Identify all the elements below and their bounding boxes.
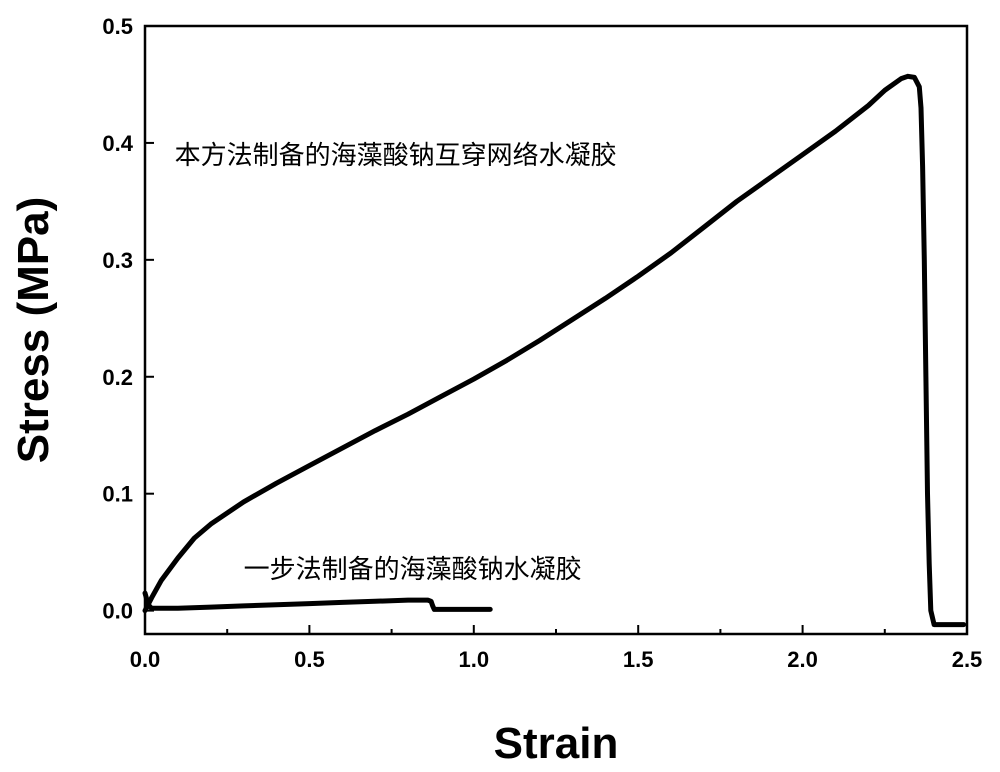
y-tick-label: 0.1: [102, 482, 133, 507]
y-tick-label: 0.3: [102, 248, 133, 273]
series-line-2: [142, 590, 493, 612]
y-tick-label: 0.2: [102, 365, 133, 390]
annotation-label-2: 一步法制备的海藻酸钠水凝胶: [244, 555, 582, 585]
series-line-1: [142, 73, 967, 628]
y-axis-title: Stress (MPa): [9, 197, 58, 464]
y-tick-label: 0.0: [102, 599, 133, 624]
x-tick-label: 1.5: [623, 647, 654, 672]
x-tick-label: 2.5: [952, 647, 983, 672]
x-tick-label: 1.0: [459, 647, 490, 672]
y-tick-label: 0.5: [102, 14, 133, 39]
x-tick-label: 0.5: [294, 647, 325, 672]
x-axis-title: Strain: [494, 719, 619, 768]
x-tick-label: 2.0: [787, 647, 818, 672]
y-tick-label: 0.4: [102, 131, 133, 156]
x-tick-label: 0.0: [130, 647, 161, 672]
series-layer: [142, 73, 967, 628]
annotation-label-1: 本方法制备的海藻酸钠互穿网络水凝胶: [175, 141, 617, 171]
x-axis-ticks: 0.0 0.5 1.0 1.5 2.0 2.5: [130, 625, 983, 672]
y-axis-ticks: 0.0 0.1 0.2 0.3 0.4 0.5: [102, 14, 154, 624]
